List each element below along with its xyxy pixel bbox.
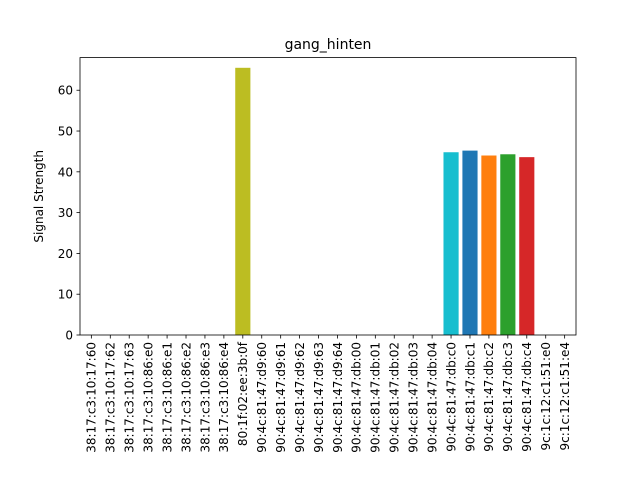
x-tick-label: 9c:1c:12:c1:51:e0 [539, 342, 553, 450]
x-tick-label: 38:17:c3:10:17:63 [123, 342, 137, 453]
bars-group [235, 67, 535, 336]
y-tick-label: 10 [58, 288, 73, 302]
x-axis: 38:17:c3:10:17:60 38:17:c3:10:17:62 38:17:… [85, 335, 572, 453]
x-tick-label: 90:4c:81:47:db:03 [406, 342, 420, 453]
bar-90-4c-81-47-db-c1 [462, 150, 478, 335]
y-axis: 0 10 20 30 40 50 60 [58, 84, 80, 343]
x-tick-label: 38:17:c3:10:86:e1 [160, 342, 174, 453]
x-tick-label: 9c:1c:12:c1:51:e4 [558, 342, 572, 450]
x-tick-label: 90:4c:81:47:db:c0 [444, 342, 458, 452]
y-tick-label: 0 [65, 329, 73, 343]
x-tick-label: 90:4c:81:47:db:c1 [463, 342, 477, 452]
x-tick-label: 90:4c:81:47:db:02 [388, 342, 402, 453]
x-tick-label: 38:17:c3:10:17:62 [104, 342, 118, 453]
x-tick-label: 80:1f:02:ee:3b:0f [236, 341, 250, 446]
x-tick-label: 38:17:c3:10:17:60 [85, 342, 99, 453]
x-tick-label: 38:17:c3:10:86:e4 [217, 342, 231, 453]
y-axis-label: Signal Strength [32, 150, 46, 243]
x-tick-label: 90:4c:81:47:db:04 [425, 342, 439, 453]
y-tick-label: 20 [58, 247, 73, 261]
x-tick-label: 90:4c:81:47:db:c2 [482, 342, 496, 452]
bar-90-4c-81-47-db-c4 [519, 157, 535, 335]
x-tick-label: 90:4c:81:47:d9:63 [312, 342, 326, 453]
y-tick-label: 40 [58, 165, 73, 179]
axes-frame [79, 57, 577, 336]
y-tick-label: 30 [58, 206, 73, 220]
x-tick-label: 38:17:c3:10:86:e2 [179, 342, 193, 453]
x-tick-label: 38:17:c3:10:86:e3 [198, 342, 212, 453]
x-tick-label: 90:4c:81:47:d9:64 [331, 342, 345, 453]
bar-90-4c-81-47-db-c0 [443, 152, 459, 335]
x-tick-label: 90:4c:81:47:db:c3 [501, 342, 515, 452]
y-tick-label: 60 [58, 84, 73, 98]
chart-title: gang_hinten [285, 37, 372, 53]
bar-90-4c-81-47-db-c2 [481, 155, 497, 335]
x-tick-label: 90:4c:81:47:db:00 [350, 342, 364, 453]
x-tick-label: 90:4c:81:47:d9:61 [274, 342, 288, 453]
bar-80-1f-02-ee-3b-0f [235, 67, 251, 336]
bar-90-4c-81-47-db-c3 [500, 154, 516, 335]
x-tick-label: 90:4c:81:47:d9:60 [255, 342, 269, 453]
x-tick-label: 90:4c:81:47:db:01 [369, 342, 383, 453]
y-tick-label: 50 [58, 125, 73, 139]
x-tick-label: 90:4c:81:47:d9:62 [293, 342, 307, 453]
x-tick-label: 90:4c:81:47:db:c4 [520, 342, 534, 452]
x-tick-label: 38:17:c3:10:86:e0 [141, 342, 155, 453]
